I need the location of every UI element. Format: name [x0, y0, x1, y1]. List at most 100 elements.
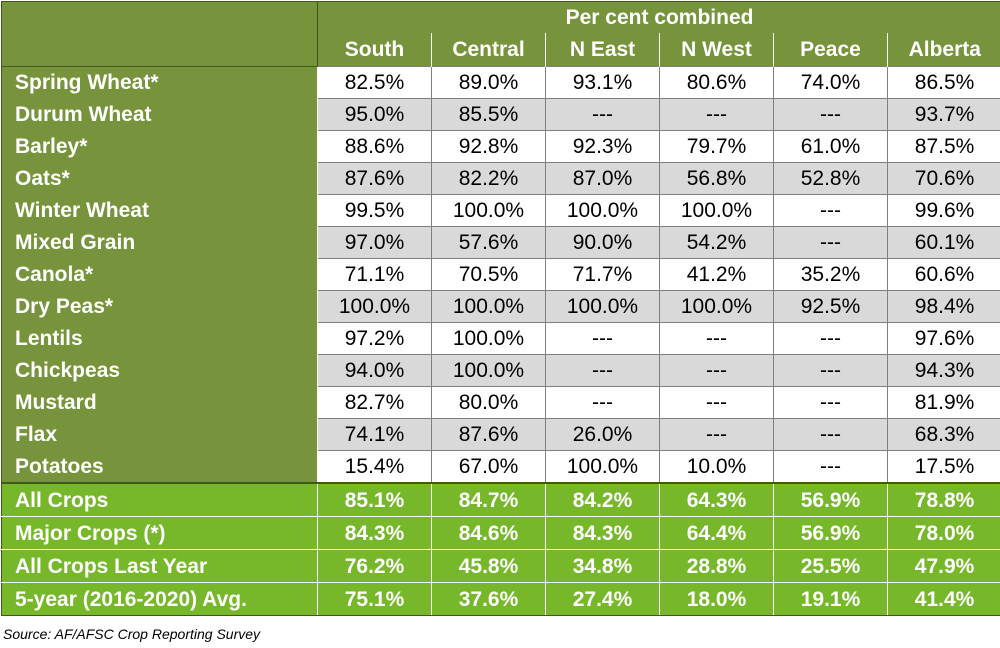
value-cell-south: 95.0% — [317, 98, 432, 131]
value-cell-alberta: 70.6% — [886, 162, 1000, 195]
row-label: Mustard — [1, 386, 318, 419]
crop-row: Mustard 82.7% 80.0% --- --- --- 81.9% — [1, 386, 1000, 419]
row-label: Potatoes — [1, 450, 318, 483]
value-cell-central: 92.8% — [431, 130, 546, 163]
value-cell-n-east: --- — [545, 386, 660, 419]
value-cell-central: 84.7% — [431, 482, 546, 517]
value-cell-south: 84.3% — [317, 516, 432, 550]
value-cell-peace: --- — [773, 418, 888, 451]
value-cell-alberta: 86.5% — [886, 66, 1000, 99]
value-cell-n-east: 87.0% — [545, 162, 660, 195]
value-cell-n-east: 34.8% — [545, 549, 660, 583]
source-note: Source: AF/AFSC Crop Reporting Survey — [3, 626, 261, 642]
value-cell-south: 99.5% — [317, 194, 432, 227]
value-cell-n-west: 41.2% — [659, 258, 774, 291]
value-cell-n-east: 90.0% — [545, 226, 660, 259]
summary-row: 5-year (2016-2020) Avg. 75.1% 37.6% 27.4% 18… — [1, 582, 1000, 616]
row-label: Mixed Grain — [1, 226, 318, 259]
value-cell-alberta: 78.0% — [886, 516, 1000, 550]
harvest-table: Per cent combined South Central N East N We… — [1, 1, 1000, 616]
value-cell-south: 76.2% — [317, 549, 432, 583]
value-cell-n-east: 71.7% — [545, 258, 660, 291]
value-cell-n-west: 100.0% — [659, 194, 774, 227]
value-cell-n-west: --- — [659, 98, 774, 131]
value-cell-n-east: 26.0% — [545, 418, 660, 451]
row-label: Flax — [1, 418, 318, 451]
value-cell-south: 74.1% — [317, 418, 432, 451]
value-cell-peace: --- — [773, 98, 888, 131]
crop-row: Winter Wheat 99.5% 100.0% 100.0% 100.0% --- 99… — [1, 194, 1000, 227]
value-cell-alberta: 60.6% — [886, 258, 1000, 291]
column-header-n-west: N West — [659, 33, 774, 67]
value-cell-n-west: --- — [659, 418, 774, 451]
row-label: Barley* — [1, 130, 318, 163]
crop-row: Lentils 97.2% 100.0% --- --- --- 97.6% — [1, 322, 1000, 355]
crop-row: Mixed Grain 97.0% 57.6% 90.0% 54.2% --- 60.1% — [1, 226, 1000, 259]
value-cell-alberta: 60.1% — [886, 226, 1000, 259]
value-cell-n-west: 64.3% — [659, 482, 774, 517]
value-cell-alberta: 99.6% — [886, 194, 1000, 227]
value-cell-n-west: 54.2% — [659, 226, 774, 259]
value-cell-alberta: 47.9% — [886, 549, 1000, 583]
column-header-peace: Peace — [773, 33, 888, 67]
value-cell-n-east: --- — [545, 354, 660, 387]
value-cell-central: 87.6% — [431, 418, 546, 451]
crop-row: Durum Wheat 95.0% 85.5% --- --- --- 93.7% — [1, 98, 1000, 131]
value-cell-south: 87.6% — [317, 162, 432, 195]
row-label: Durum Wheat — [1, 98, 318, 131]
value-cell-n-east: 100.0% — [545, 290, 660, 323]
row-label: Canola* — [1, 258, 318, 291]
row-label: Spring Wheat* — [1, 66, 318, 99]
value-cell-central: 85.5% — [431, 98, 546, 131]
summary-row: All Crops Last Year 76.2% 45.8% 34.8% 28.8% 2… — [1, 549, 1000, 583]
value-cell-peace: --- — [773, 354, 888, 387]
value-cell-alberta: 94.3% — [886, 354, 1000, 387]
crop-row: Spring Wheat* 82.5% 89.0% 93.1% 80.6% 74.0% 86… — [1, 66, 1000, 99]
value-cell-south: 71.1% — [317, 258, 432, 291]
value-cell-n-west: 64.4% — [659, 516, 774, 550]
value-cell-n-west: 100.0% — [659, 290, 774, 323]
crop-row: Canola* 71.1% 70.5% 71.7% 41.2% 35.2% 60.6% — [1, 258, 1000, 291]
summary-row: All Crops 85.1% 84.7% 84.2% 64.3% 56.9% 78.8% — [1, 482, 1000, 517]
row-label: Dry Peas* — [1, 290, 318, 323]
value-cell-n-east: 100.0% — [545, 194, 660, 227]
row-label: All Crops — [1, 482, 318, 517]
value-cell-peace: --- — [773, 386, 888, 419]
value-cell-n-east: --- — [545, 322, 660, 355]
value-cell-n-east: 27.4% — [545, 582, 660, 616]
value-cell-alberta: 41.4% — [886, 582, 1000, 616]
column-header-n-east: N East — [545, 33, 660, 67]
value-cell-peace: --- — [773, 450, 888, 484]
value-cell-south: 88.6% — [317, 130, 432, 163]
crop-row: Dry Peas* 100.0% 100.0% 100.0% 100.0% 92.5% 98… — [1, 290, 1000, 323]
value-cell-n-west: --- — [659, 322, 774, 355]
value-cell-peace: 35.2% — [773, 258, 888, 291]
value-cell-alberta: 98.4% — [886, 290, 1000, 323]
value-cell-central: 37.6% — [431, 582, 546, 616]
crop-row: Flax 74.1% 87.6% 26.0% --- --- 68.3% — [1, 418, 1000, 451]
value-cell-south: 75.1% — [317, 582, 432, 616]
crop-row: Chickpeas 94.0% 100.0% --- --- --- 94.3% — [1, 354, 1000, 387]
crop-row: Barley* 88.6% 92.8% 92.3% 79.7% 61.0% 87.5% — [1, 130, 1000, 163]
value-cell-n-west: --- — [659, 386, 774, 419]
value-cell-central: 100.0% — [431, 290, 546, 323]
value-cell-alberta: 78.8% — [886, 482, 1000, 517]
value-cell-alberta: 68.3% — [886, 418, 1000, 451]
value-cell-n-east: 84.2% — [545, 482, 660, 517]
value-cell-south: 82.7% — [317, 386, 432, 419]
value-cell-south: 97.2% — [317, 322, 432, 355]
row-label: Lentils — [1, 322, 318, 355]
value-cell-peace: 74.0% — [773, 66, 888, 99]
value-cell-central: 67.0% — [431, 450, 546, 484]
row-label: Oats* — [1, 162, 318, 195]
value-cell-south: 15.4% — [317, 450, 432, 484]
value-cell-south: 85.1% — [317, 482, 432, 517]
corner-cell-lower — [1, 33, 318, 67]
row-label: Winter Wheat — [1, 194, 318, 227]
row-label: 5-year (2016-2020) Avg. — [1, 582, 318, 616]
value-cell-central: 89.0% — [431, 66, 546, 99]
corner-cell — [1, 1, 318, 33]
value-cell-n-east: 84.3% — [545, 516, 660, 550]
crop-row: Potatoes 15.4% 67.0% 100.0% 10.0% --- 17.5% — [1, 450, 1000, 484]
value-cell-central: 100.0% — [431, 194, 546, 227]
